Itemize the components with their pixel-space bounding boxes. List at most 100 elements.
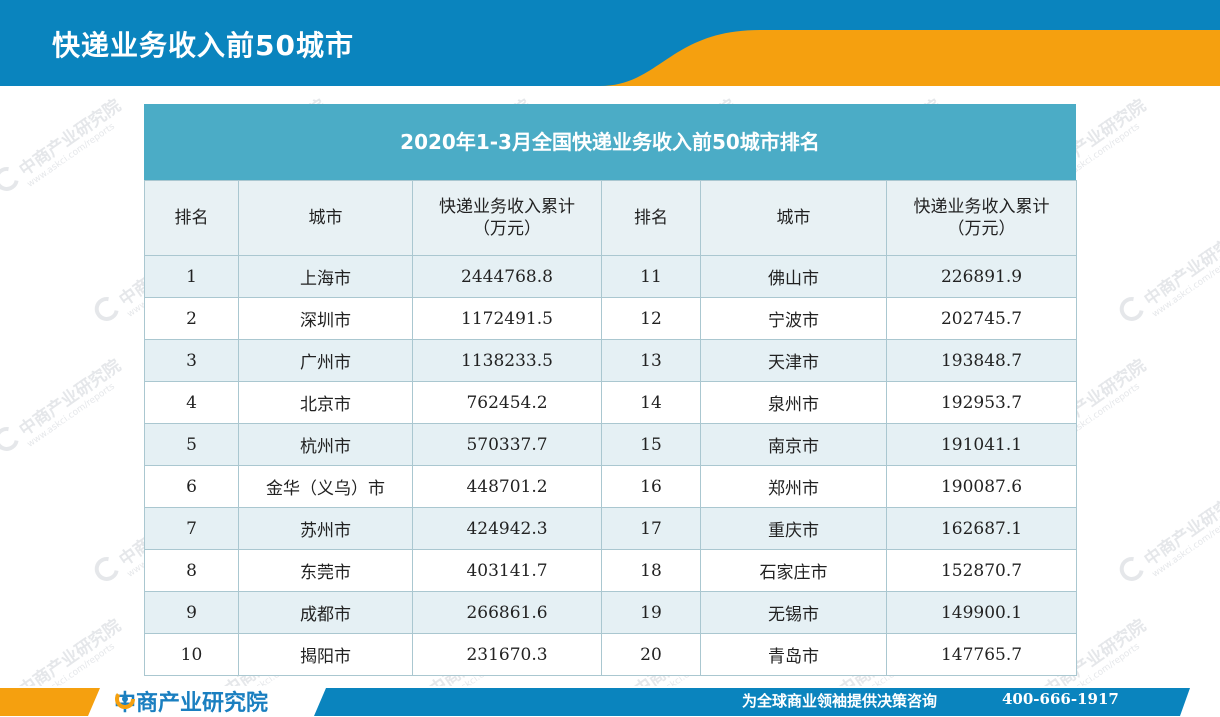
- footer-slogan: 为全球商业领袖提供决策咨询: [742, 692, 938, 710]
- city-cell: 泉州市: [700, 381, 887, 424]
- table-row: 6 金华（义乌）市 448701.2 16 郑州市 190087.6: [144, 465, 1077, 508]
- table-row: 7 苏州市 424942.3 17 重庆市 162687.1: [144, 507, 1077, 550]
- rank-cell: 1: [144, 255, 239, 298]
- footer-phone: 400-666-1917: [1002, 690, 1119, 708]
- watermark-text: 中商产业研究院: [1140, 485, 1220, 571]
- city-cell: 东莞市: [238, 549, 413, 592]
- revenue-cell: 266861.6: [412, 591, 602, 634]
- column-header: 城市: [238, 180, 413, 256]
- company-logo-icon: [115, 689, 135, 709]
- table-caption: 2020年1-3月全国快递业务收入前50城市排名: [144, 104, 1076, 180]
- city-cell: 广州市: [238, 339, 413, 382]
- revenue-cell: 403141.7: [412, 549, 602, 592]
- table-row: 2 深圳市 1172491.5 12 宁波市 202745.7: [144, 297, 1077, 340]
- revenue-cell: 1138233.5: [412, 339, 602, 382]
- column-header: 快递业务收入累计 （万元）: [412, 180, 602, 256]
- rank-cell: 11: [601, 255, 701, 298]
- rank-cell: 14: [601, 381, 701, 424]
- city-cell: 石家庄市: [700, 549, 887, 592]
- page-footer: 中商产业研究院 为全球商业领袖提供决策咨询 400-666-1917: [0, 686, 1220, 716]
- ranking-table: 排名 城市 快递业务收入累计 （万元） 排名 城市 快递业务收入累计 （万元） 1 上海市 2…: [144, 180, 1077, 676]
- watermark-url: www.askci.com/reports: [25, 121, 117, 190]
- city-cell: 杭州市: [238, 423, 413, 466]
- city-cell: 揭阳市: [238, 633, 413, 676]
- watermark-logo-icon: [0, 162, 24, 196]
- table-row: 10 揭阳市 231670.3 20 青岛市 147765.7: [144, 633, 1077, 676]
- column-header: 排名: [601, 180, 701, 256]
- watermark-url: www.askci.com/reports: [25, 381, 117, 450]
- watermark-url: www.askci.com/reports: [1150, 251, 1220, 320]
- city-cell: 深圳市: [238, 297, 413, 340]
- watermark-logo-icon: [90, 552, 124, 586]
- table-body: 1 上海市 2444768.8 11 佛山市 226891.9 2 深圳市 1172491.5 1…: [144, 255, 1077, 676]
- revenue-cell: 192953.7: [886, 381, 1077, 424]
- rank-cell: 12: [601, 297, 701, 340]
- page-title: 快递业务收入前50城市: [52, 29, 354, 62]
- ranking-table-container: 2020年1-3月全国快递业务收入前50城市排名 排名 城市 快递业务收入累计 （万…: [144, 104, 1077, 676]
- footer-logo: 中商产业研究院: [114, 688, 269, 716]
- rank-cell: 17: [601, 507, 701, 550]
- table-row: 9 成都市 266861.6 19 无锡市 149900.1: [144, 591, 1077, 634]
- city-cell: 郑州市: [700, 465, 887, 508]
- table-row: 4 北京市 762454.2 14 泉州市 192953.7: [144, 381, 1077, 424]
- rank-cell: 19: [601, 591, 701, 634]
- column-header: 快递业务收入累计 （万元）: [886, 180, 1077, 256]
- city-cell: 天津市: [700, 339, 887, 382]
- watermark-logo-icon: [0, 422, 24, 456]
- rank-cell: 20: [601, 633, 701, 676]
- footer-logo-text: 中商产业研究院: [114, 691, 269, 716]
- revenue-cell: 762454.2: [412, 381, 602, 424]
- city-cell: 成都市: [238, 591, 413, 634]
- watermark-logo-icon: [1115, 552, 1149, 586]
- revenue-cell: 149900.1: [886, 591, 1077, 634]
- revenue-cell: 191041.1: [886, 423, 1077, 466]
- city-cell: 无锡市: [700, 591, 887, 634]
- table-row: 5 杭州市 570337.7 15 南京市 191041.1: [144, 423, 1077, 466]
- rank-cell: 6: [144, 465, 239, 508]
- city-cell: 青岛市: [700, 633, 887, 676]
- rank-cell: 2: [144, 297, 239, 340]
- revenue-cell: 147765.7: [886, 633, 1077, 676]
- column-header: 排名: [144, 180, 239, 256]
- city-cell: 重庆市: [700, 507, 887, 550]
- watermark-text: 中商产业研究院: [15, 355, 125, 441]
- revenue-cell: 424942.3: [412, 507, 602, 550]
- watermark-url: www.askci.com/reports: [1150, 511, 1220, 580]
- table-row: 8 东莞市 403141.7 18 石家庄市 152870.7: [144, 549, 1077, 592]
- city-cell: 佛山市: [700, 255, 887, 298]
- table-row: 3 广州市 1138233.5 13 天津市 193848.7: [144, 339, 1077, 382]
- rank-cell: 10: [144, 633, 239, 676]
- city-cell: 金华（义乌）市: [238, 465, 413, 508]
- revenue-cell: 1172491.5: [412, 297, 602, 340]
- page-header: 快递业务收入前50城市: [0, 0, 1220, 86]
- revenue-cell: 448701.2: [412, 465, 602, 508]
- rank-cell: 9: [144, 591, 239, 634]
- rank-cell: 16: [601, 465, 701, 508]
- revenue-cell: 231670.3: [412, 633, 602, 676]
- city-cell: 北京市: [238, 381, 413, 424]
- revenue-cell: 2444768.8: [412, 255, 602, 298]
- rank-cell: 3: [144, 339, 239, 382]
- header-background: [0, 0, 1220, 86]
- city-cell: 宁波市: [700, 297, 887, 340]
- rank-cell: 5: [144, 423, 239, 466]
- rank-cell: 8: [144, 549, 239, 592]
- watermark-text: 中商产业研究院: [1140, 225, 1220, 311]
- footer-background: [0, 688, 1220, 716]
- city-cell: 上海市: [238, 255, 413, 298]
- revenue-cell: 193848.7: [886, 339, 1077, 382]
- rank-cell: 13: [601, 339, 701, 382]
- watermark-logo-icon: [1115, 292, 1149, 326]
- watermark-text: 中商产业研究院: [15, 95, 125, 181]
- revenue-cell: 190087.6: [886, 465, 1077, 508]
- revenue-cell: 202745.7: [886, 297, 1077, 340]
- revenue-cell: 226891.9: [886, 255, 1077, 298]
- watermark-text: 中商产业研究院: [15, 615, 125, 686]
- table-row: 1 上海市 2444768.8 11 佛山市 226891.9: [144, 255, 1077, 298]
- rank-cell: 4: [144, 381, 239, 424]
- revenue-cell: 162687.1: [886, 507, 1077, 550]
- revenue-cell: 152870.7: [886, 549, 1077, 592]
